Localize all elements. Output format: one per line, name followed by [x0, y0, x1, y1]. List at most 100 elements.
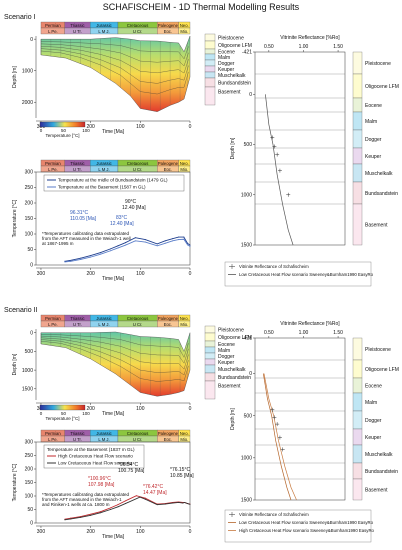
- strat-label: Oligocene LFM: [218, 43, 252, 49]
- strat-swatch: [204, 77, 216, 88]
- period-label: Triassic: [70, 431, 84, 436]
- strat-label: Muschelkalk: [218, 367, 246, 373]
- data-point: [172, 240, 174, 242]
- data-point: [164, 240, 166, 242]
- period-label: Jurassic: [96, 431, 111, 436]
- temp-legend-box-s2: [43, 444, 145, 469]
- data-point: [110, 248, 112, 250]
- annotation-note: at 1867-1995 m: [42, 241, 74, 246]
- vr-strat-swatch: [352, 478, 363, 501]
- data-point: [124, 242, 126, 244]
- vr-strat-label: Basement: [365, 223, 388, 229]
- annotation: 110.05 [Ma]: [70, 216, 97, 222]
- data-point: [70, 518, 72, 520]
- data-point: [80, 516, 82, 518]
- time-tick-label: 100: [136, 529, 145, 535]
- vr-tick-label: 1.50: [333, 330, 343, 336]
- temp-tick-label: 100: [25, 494, 34, 500]
- colorbar-tick: 100: [82, 128, 90, 133]
- period-label: Triassic: [70, 316, 84, 321]
- period-sub-label: U Cr.: [133, 437, 143, 442]
- vr-strat-label: Muschelkalk: [365, 452, 393, 458]
- period-label: Permian: [45, 23, 61, 28]
- vr-strat-swatch: [352, 51, 363, 75]
- data-point: [100, 512, 102, 514]
- period-label: Permian: [45, 431, 61, 436]
- data-point: [134, 237, 136, 239]
- period-sub-label: L M J.: [98, 322, 109, 327]
- data-point: [144, 239, 146, 241]
- annotation: 12.40 [Ma]: [110, 221, 134, 227]
- vr-strat-swatch: [352, 129, 363, 149]
- data-point: [156, 243, 158, 245]
- vr-frame-s2: [254, 337, 346, 501]
- colorbar-tick: 0: [40, 411, 43, 416]
- data-point: [144, 498, 146, 500]
- colorbar-s2: [39, 404, 86, 411]
- vr-depth-tick-label: 0: [249, 92, 252, 98]
- strat-swatch: [204, 71, 216, 79]
- scenario2-label: Scenario II: [4, 307, 38, 314]
- vr-strat-swatch: [352, 444, 363, 464]
- data-point: [80, 516, 82, 518]
- data-point: [70, 517, 72, 519]
- data-point: [184, 501, 186, 503]
- temp-tick-label: 0: [30, 263, 33, 269]
- annotation-note: *Temperatures calibrating data extrapola…: [42, 492, 130, 497]
- period-label: Neo.: [180, 316, 189, 321]
- vr-strat-label: Pleistocene: [365, 347, 391, 353]
- vr-strat-label: Pleistocene: [365, 61, 391, 67]
- legend-label: High Cretaceous Heat Flow scenario: [58, 454, 133, 459]
- strat-swatch: [204, 332, 216, 342]
- vr-strat-label: Eocene: [365, 103, 382, 109]
- vr-strat-swatch: [352, 73, 363, 99]
- temp-tick-label: 300: [25, 440, 34, 446]
- time-tick-label: 0: [189, 529, 192, 535]
- annotation: 12.40 [Ma]: [122, 205, 146, 211]
- annotation-note: *Temperatures calibrating data extrapola…: [42, 231, 130, 236]
- depth-tick-label: 1500: [22, 386, 33, 392]
- data-point: [189, 245, 191, 247]
- vr-strat-label: Muschelkalk: [365, 171, 393, 177]
- period-label: Jurassic: [96, 316, 111, 321]
- time-tick-label: 100: [136, 124, 145, 130]
- period-sub-label: U Cr.: [133, 322, 143, 327]
- strat-label: Dogger: [218, 61, 235, 67]
- vr-curve: [262, 373, 292, 501]
- period-sub-label: L Pe.: [48, 29, 58, 34]
- depth-tick-label: 0: [30, 330, 33, 336]
- vr-title: Vitrinite Reflectance [%Ro]: [280, 35, 340, 41]
- strat-swatch: [204, 364, 216, 374]
- vr-legend-box-s2: [224, 509, 372, 543]
- strat-label: Keuper: [218, 67, 234, 73]
- strat-swatch: [204, 53, 216, 61]
- period-label: Neo.: [180, 161, 189, 166]
- data-point: [144, 497, 146, 499]
- data-point: [110, 507, 112, 509]
- data-point: [89, 255, 91, 257]
- strat-label: Bundsandstein: [218, 81, 251, 87]
- period-label: Cretaceous: [127, 161, 148, 166]
- period-label: Jurassic: [96, 23, 111, 28]
- strat-label: Basement: [218, 384, 241, 390]
- period-sub-label: U Tr.: [73, 167, 82, 172]
- data-point: [189, 503, 191, 505]
- temp-legend-box-s1: [43, 174, 185, 192]
- annotation: *76.15°C: [170, 467, 190, 473]
- vr-strat-swatch: [352, 359, 363, 379]
- vr-depth-tick-label: 1500: [241, 243, 252, 249]
- period-label: Neo.: [180, 431, 189, 436]
- period-sub-label: U Cr.: [133, 167, 143, 172]
- data-point: [89, 513, 91, 515]
- data-point: [183, 236, 185, 238]
- temp-tick-label: 50: [27, 247, 33, 253]
- period-sub-label: Mio.: [180, 437, 188, 442]
- colorbar-label: Temperature [°C]: [45, 416, 79, 421]
- data-point: [89, 514, 91, 516]
- strat-label: Pleistocene: [218, 328, 244, 334]
- temp-axis-label: Temperature [°C]: [12, 199, 18, 237]
- data-point: [164, 242, 166, 244]
- time-tick-label: 0: [189, 406, 192, 412]
- strat-label: Keuper: [218, 360, 234, 366]
- period-sub-label: U Tr.: [73, 322, 82, 327]
